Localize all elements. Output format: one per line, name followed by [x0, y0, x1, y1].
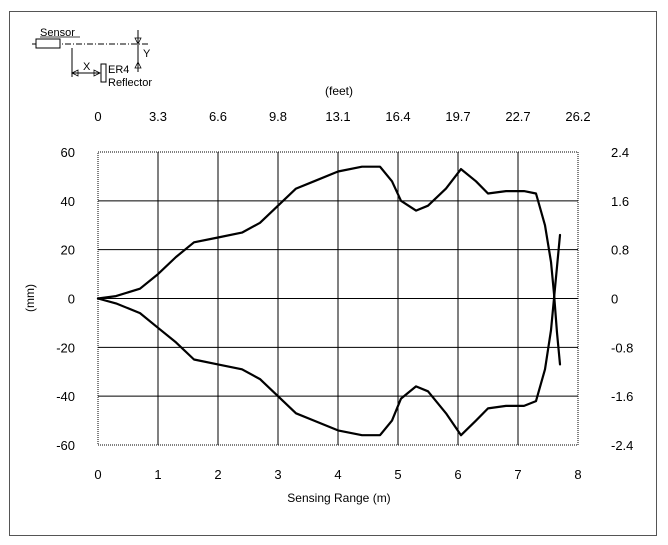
x-tick-label: 4: [334, 467, 341, 482]
y2-tick-label: -0.8: [611, 340, 633, 355]
y2-tick-label: 0.8: [611, 243, 629, 258]
reflector-icon: [100, 63, 107, 83]
y-tick-label: -40: [56, 389, 75, 404]
y2-tick-label: -1.6: [611, 389, 633, 404]
y2-tick-label: 2.4: [611, 145, 629, 160]
y-dim-label: Y: [143, 48, 151, 60]
x2-tick-label: 19.7: [445, 109, 470, 124]
setup-diagram: Sensor X ER4 Reflector Y: [32, 27, 152, 89]
x-tick-label: 1: [154, 467, 161, 482]
y-tick-label: -60: [56, 438, 75, 453]
x-tick-label: 0: [94, 467, 101, 482]
y-tick-label: 20: [61, 243, 75, 258]
chart-frame: [9, 11, 657, 536]
y2-tick-label: -2.4: [611, 438, 633, 453]
y-tick-label: 40: [61, 194, 75, 209]
x2-tick-label: 16.4: [385, 109, 410, 124]
x2-tick-label: 6.6: [209, 109, 227, 124]
x-tick-label: 5: [394, 467, 401, 482]
y-axis-label: (mm): [23, 284, 37, 312]
series-group: [96, 165, 562, 437]
x-dim-arrowhead-right: [93, 69, 101, 77]
grid: [98, 152, 578, 445]
series-line-0: [96, 165, 562, 366]
x2-tick-label: 13.1: [325, 109, 350, 124]
y-dim-arrowhead-top: [134, 37, 142, 45]
sensor-label: Sensor: [40, 27, 75, 39]
x-dim-arrowhead-left: [71, 69, 79, 77]
y2-tick-label: 1.6: [611, 194, 629, 209]
y-tick-label: 60: [61, 145, 75, 160]
x-tick-label: 6: [454, 467, 461, 482]
x2-tick-label: 0: [94, 109, 101, 124]
tick-labels: 0 1 2 3 4 5 6 7 8 0 3.3 6.6 9.8 13.1 16.4 19.7 22.7 26.2 6…: [56, 109, 633, 482]
x-tick-label: 7: [514, 467, 521, 482]
y-tick-label: -20: [56, 340, 75, 355]
x2-tick-label: 22.7: [505, 109, 530, 124]
target-label: ER4: [108, 64, 129, 76]
x2-tick-label: 9.8: [269, 109, 287, 124]
x-axis-label: Sensing Range (m): [287, 491, 390, 505]
x-dim-label: X: [83, 61, 91, 73]
y-tick-label: 0: [68, 292, 75, 307]
series-line-1: [96, 233, 562, 437]
x-tick-label: 8: [574, 467, 581, 482]
x2-tick-label: 3.3: [149, 109, 167, 124]
reflector-label: Reflector: [108, 77, 152, 89]
y-dim-arrowhead-bottom: [134, 61, 142, 69]
x2-axis-label: (feet): [325, 84, 353, 98]
x2-tick-label: 26.2: [565, 109, 590, 124]
sensor-icon: [35, 38, 61, 49]
x-tick-label: 3: [274, 467, 281, 482]
x-tick-label: 2: [214, 467, 221, 482]
plot-area-border: [97, 151, 579, 446]
y2-tick-label: 0: [611, 292, 618, 307]
